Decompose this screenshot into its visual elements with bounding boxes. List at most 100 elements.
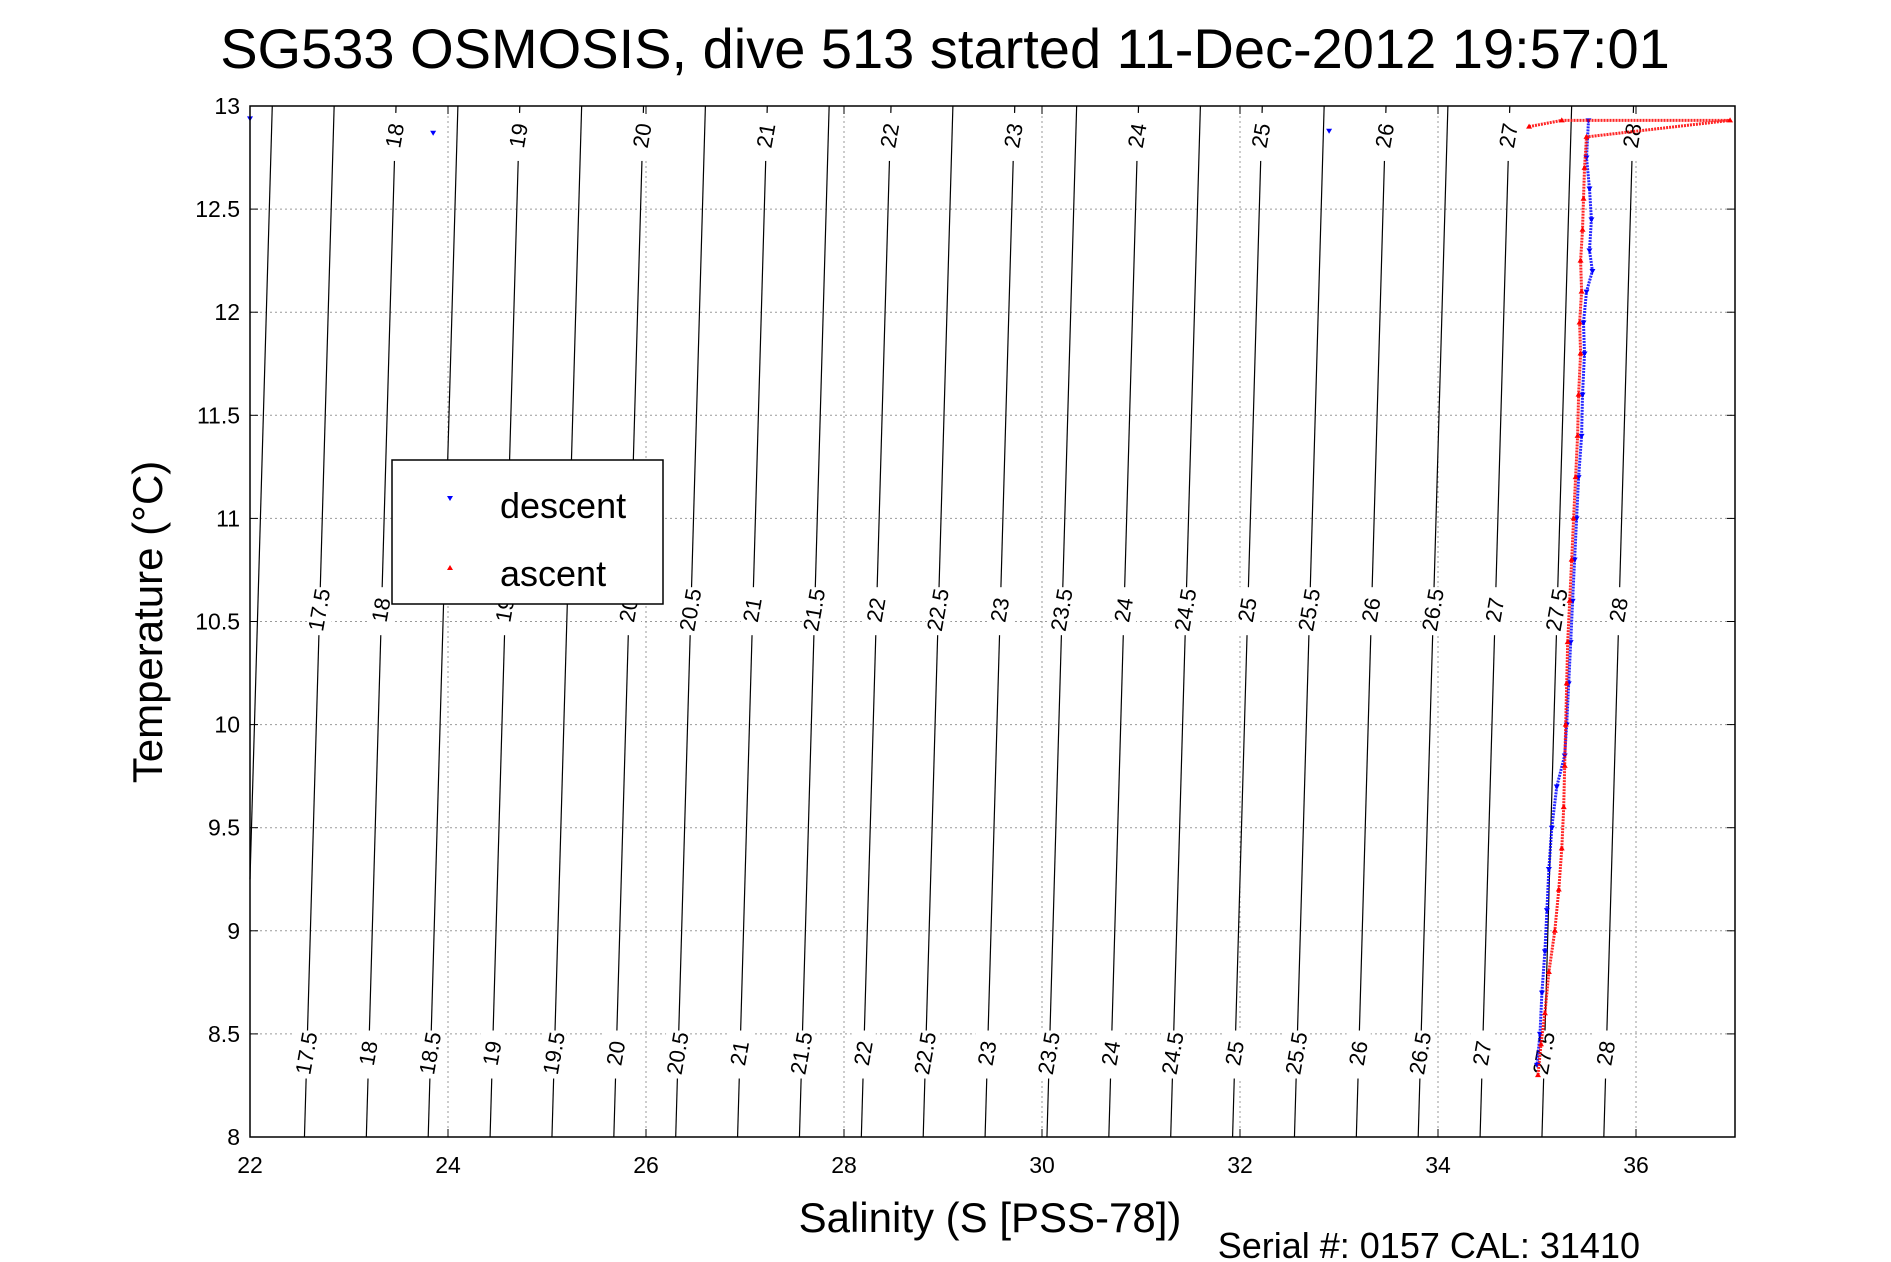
contour-label-gap [678,587,703,636]
contour-label-gap [383,112,408,161]
legend-ascent-marker [447,565,453,570]
x-tick-label: 26 [633,1152,659,1178]
descent-point [430,130,437,136]
contour-label: 26 [1344,1039,1373,1067]
contour-label-gap [1111,587,1136,636]
contour-label-gap [988,587,1013,636]
y-tick-label: 12 [214,299,240,325]
contour-label: 23 [999,121,1028,149]
y-tick-label: 10 [214,712,240,738]
data-points [247,116,1734,1078]
contour-label: 18 [354,1039,383,1067]
contour-label: 18 [367,596,396,624]
y-axis-label: Temperature (°C) [124,461,171,784]
contour-label: 20 [628,121,657,149]
contour-label: 25 [1220,1039,1249,1067]
contour-label: 21 [738,596,767,624]
y-axis-ticks: 8 8.5 9 9.5 10 10.5 11 11.5 12 12.5 13 [195,93,1735,1150]
contour-label: 24 [1096,1039,1125,1067]
contour-label-gap [1346,1030,1371,1079]
contour-label-gap [506,112,531,161]
y-tick-label: 11 [216,505,240,531]
contour-label-gap [1297,587,1322,636]
contour-label: 19 [478,1039,507,1067]
contour-label-gap [851,1030,876,1079]
contour-label-gap [1421,587,1446,636]
contour-label: 25 [1247,121,1276,149]
density-contour-line [427,105,459,1138]
contour-label-gap [754,112,779,161]
contour-label-gap [666,1030,691,1079]
contour-label-gap [418,1030,443,1079]
contour-label-gap [1470,1030,1495,1079]
contour-label: 18 [380,121,409,149]
x-tick-label: 24 [435,1152,461,1178]
contour-label-gap [740,587,765,636]
y-tick-label: 8 [227,1124,240,1150]
contour-label-gap [1161,1030,1186,1079]
contour-label: 19 [504,121,533,149]
contour-label-gap [356,1030,381,1079]
legend-descent-label: descent [500,485,626,526]
x-tick-label: 34 [1425,1152,1451,1178]
contour-label-gap [1359,587,1384,636]
contour-label-gap [1001,112,1026,161]
contour-label-gap [1173,587,1198,636]
legend-descent-marker [447,496,453,501]
y-tick-label: 13 [214,93,240,119]
serial-cal-footer: Serial #: 0157 CAL: 31410 [1218,1225,1640,1262]
contour-label-gap [1483,587,1508,636]
x-tick-label: 30 [1029,1152,1055,1178]
contour-label: 25 [1233,596,1262,624]
legend-box [391,459,664,605]
contour-label-gap [913,1030,938,1079]
x-tick-label: 28 [831,1152,857,1178]
contour-label-gap [294,1030,319,1079]
contour-label: 23 [973,1039,1002,1067]
contour-label-gap [1532,1030,1557,1079]
y-tick-label: 12.5 [195,196,240,222]
contour-label-gap [1606,587,1631,636]
ascent-profile-trace [1528,118,1731,1076]
y-tick-label: 9.5 [208,815,240,841]
contour-label-gap [1050,587,1075,636]
x-tick-label: 22 [237,1152,263,1178]
contour-label-gap [630,112,655,161]
contour-label: 28 [1591,1039,1620,1067]
y-tick-label: 10.5 [195,609,240,635]
contour-label: 28 [1604,596,1633,624]
x-tick-label: 32 [1227,1152,1253,1178]
contour-label: 21 [725,1039,754,1067]
contour-label: 22 [875,121,904,149]
y-tick-label: 9 [227,918,240,944]
contour-label-gap [1408,1030,1433,1079]
contour-label: 22 [849,1039,878,1067]
contour-label: 28 [1618,121,1647,149]
contour-label-gap [789,1030,814,1079]
contour-label: 27 [1480,596,1509,624]
contour-label: 23 [985,596,1014,624]
contour-label-gap [1037,1030,1062,1079]
contour-label-gap [1496,112,1521,161]
contour-label-gap [480,1030,505,1079]
contour-label-gap [727,1030,752,1079]
contour-label-gap [1545,587,1570,636]
contour-label-gap [542,1030,567,1079]
contour-label: 21 [752,121,781,149]
contour-label-gap [1125,112,1150,161]
contour-label: 24 [1123,121,1152,149]
contour-label-gap [975,1030,1000,1079]
contour-label: 26 [1370,121,1399,149]
chart-title: SG533 OSMOSIS, dive 513 started 11-Dec-2… [220,17,1670,80]
contour-label-gap [1099,1030,1124,1079]
x-axis-ticks: 22 24 26 28 30 32 34 36 [237,106,1649,1178]
contour-label-gap [604,1030,629,1079]
descent-point [1326,128,1333,134]
contour-label-gap [1249,112,1274,161]
contour-label-gap [307,587,332,636]
contour-label-gap [926,587,951,636]
contour-label: 27 [1468,1039,1497,1067]
contour-label: 20 [601,1039,630,1067]
legend-ascent-label: ascent [500,553,606,594]
